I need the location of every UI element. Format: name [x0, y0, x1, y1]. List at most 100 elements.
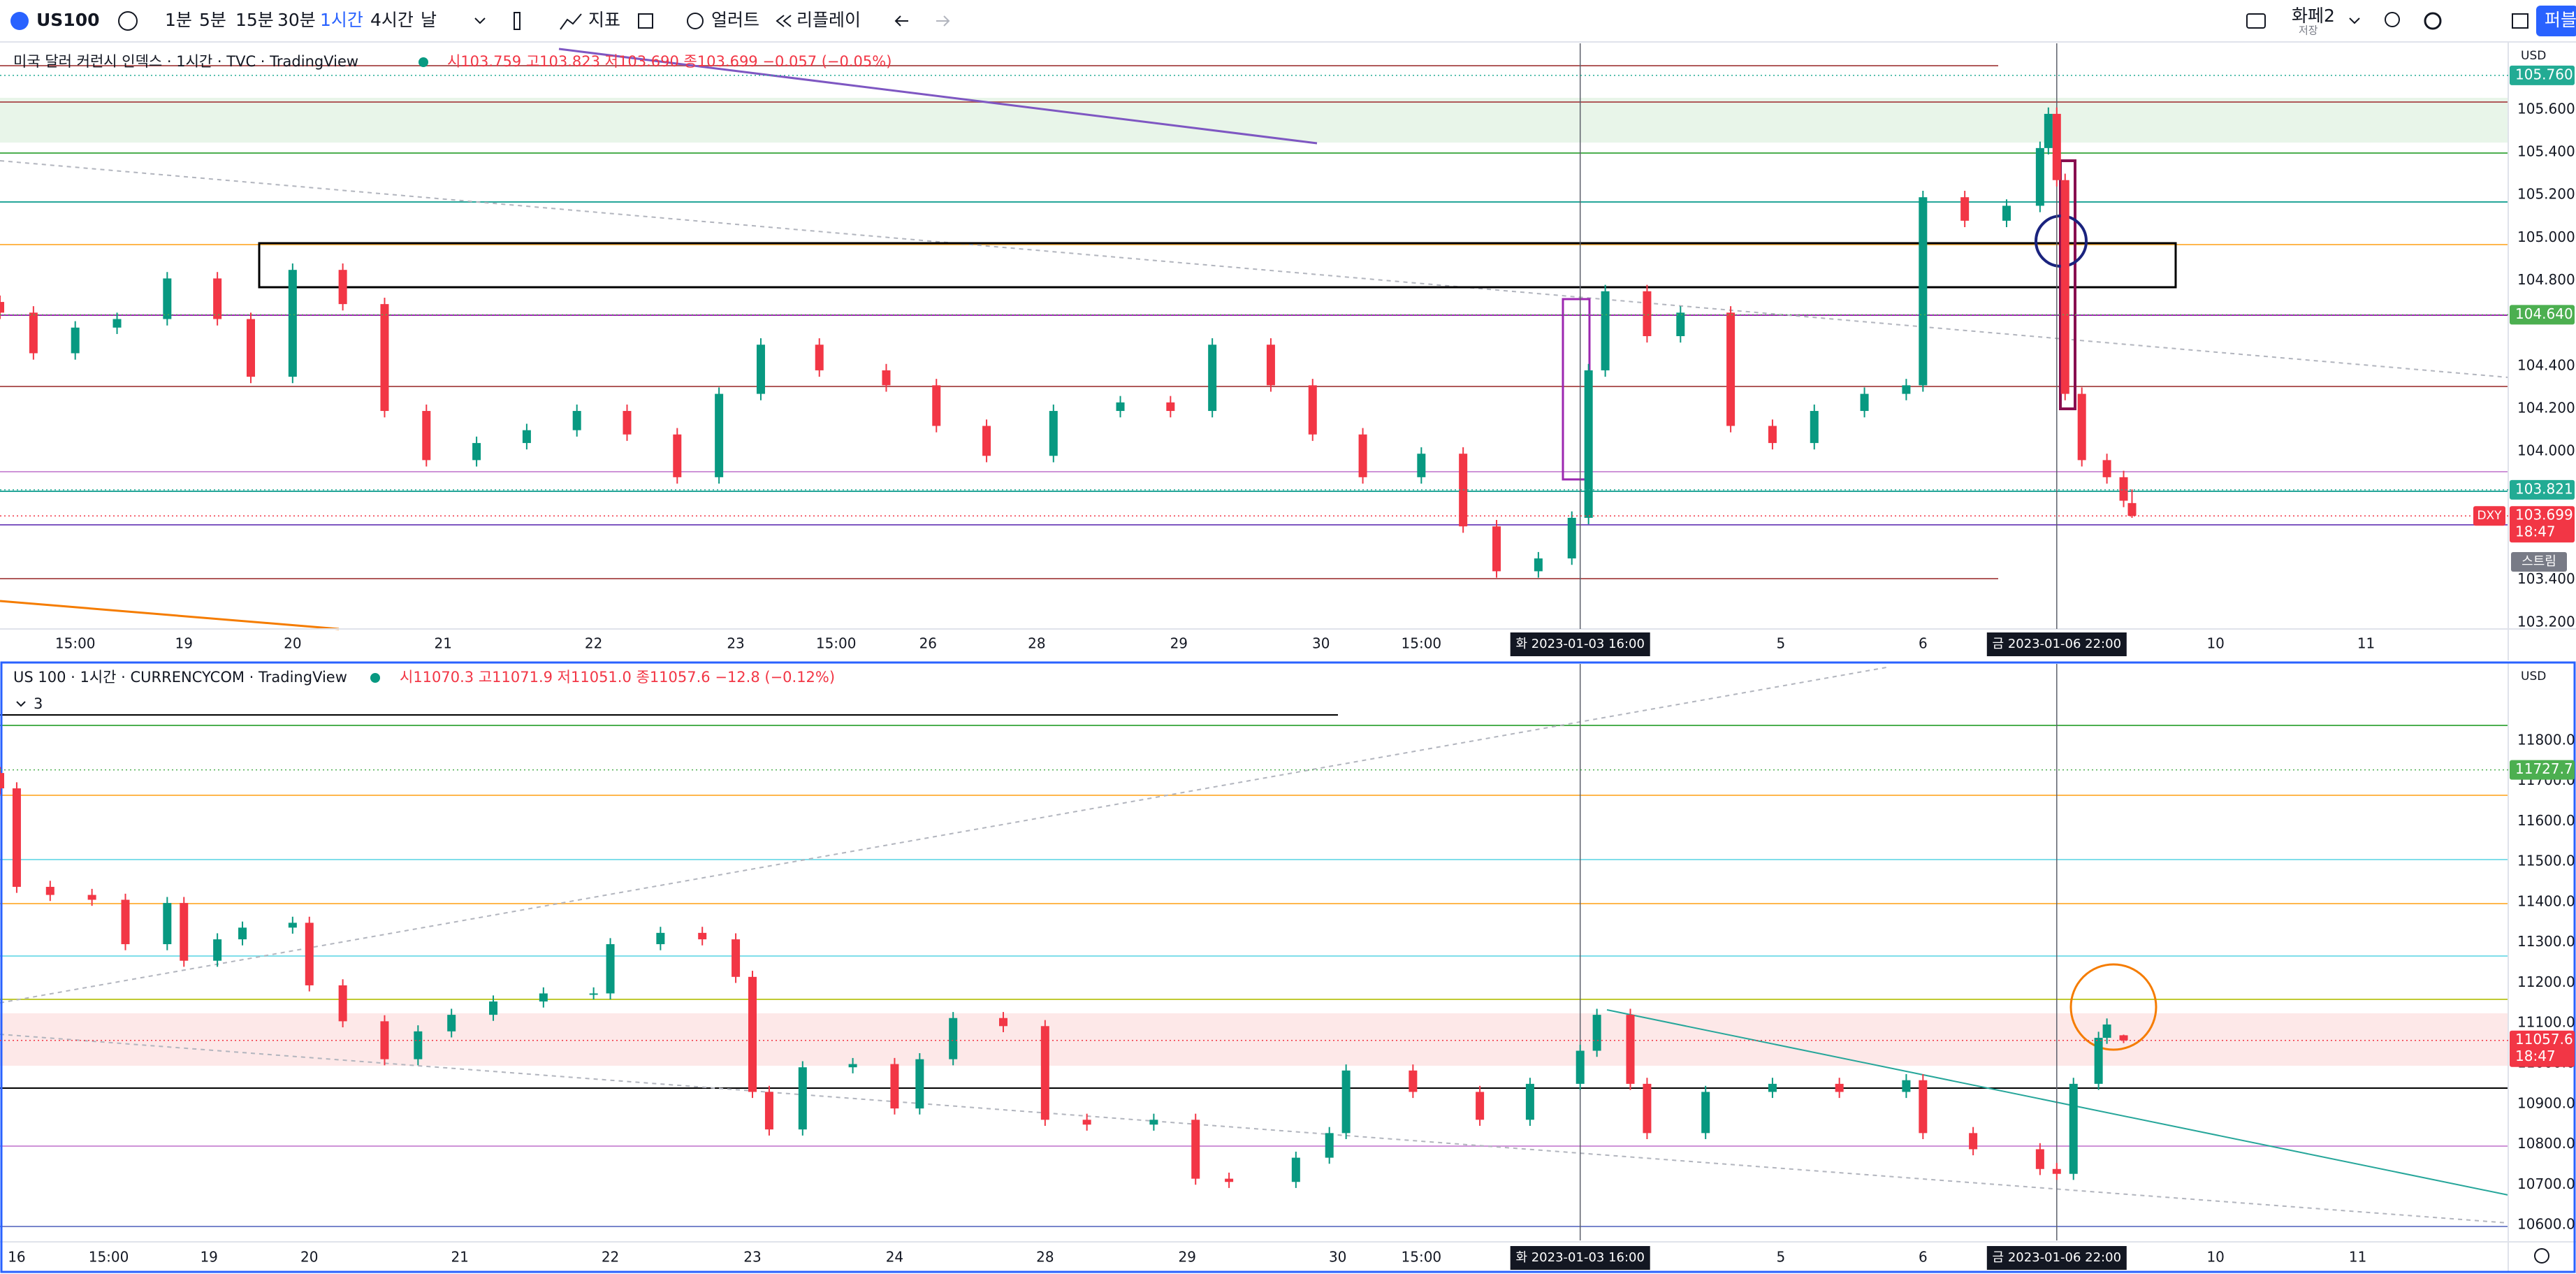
- ohlc-legend: 시11070.3 고11071.9 저11051.0 종11057.6 −12.…: [400, 669, 835, 686]
- interval[interactable]: 30분: [277, 10, 316, 30]
- trend-line: [558, 48, 1318, 145]
- candle-body: [1835, 1083, 1844, 1092]
- price-badge-label: 11727.7: [2515, 760, 2573, 777]
- alert-icon[interactable]: [687, 13, 704, 29]
- candle-body: [764, 1092, 773, 1130]
- status-dot: [419, 57, 428, 67]
- symbol[interactable]: US100: [36, 10, 100, 30]
- candle-body: [305, 922, 314, 985]
- candle-body: [1960, 197, 1970, 221]
- candle-body: [539, 993, 548, 1002]
- candle-body: [2119, 477, 2128, 501]
- ohlc-legend: 시103.759 고103.823 저103.690 종103.699 −0.0…: [447, 53, 892, 70]
- redo[interactable]: [936, 15, 950, 27]
- interval-menu[interactable]: [474, 17, 486, 24]
- axis-settings[interactable]: [2534, 1248, 2549, 1264]
- price-countdown: 18:47: [2515, 1048, 2556, 1064]
- search[interactable]: [2385, 12, 2400, 27]
- x-tick-label: 19: [175, 635, 193, 652]
- candle-body: [2094, 1038, 2103, 1084]
- x-tick-label: 20: [284, 635, 301, 652]
- x-tick-label: 28: [1028, 635, 1045, 652]
- replay-icon[interactable]: [776, 15, 792, 27]
- candle-body: [422, 411, 431, 461]
- candle-body: [623, 411, 632, 435]
- candle-body: [2077, 393, 2086, 461]
- symbol-tag-label: DXY: [2477, 509, 2502, 523]
- candle-body: [890, 1064, 899, 1109]
- candle-body: [489, 1001, 498, 1015]
- y-tick-label: 105.200: [2517, 186, 2575, 203]
- interval[interactable]: 1분: [165, 10, 192, 30]
- candle-body: [1308, 385, 1317, 435]
- candle-body: [522, 430, 531, 443]
- candle-body: [112, 319, 122, 328]
- interval[interactable]: 4시간: [370, 10, 414, 30]
- pane1-drawings: [0, 48, 2509, 630]
- candle-body: [606, 944, 615, 994]
- indicator-count[interactable]: 3: [34, 695, 43, 712]
- pane-title: 미국 달러 커런시 인덱스 · 1시간 · TVC · TradingView: [13, 53, 358, 70]
- candle-body: [1567, 517, 1576, 559]
- candle-body: [1409, 1070, 1418, 1092]
- crosshair-label: 금 2023-01-06 22:00: [1993, 637, 2121, 651]
- candle-body: [1208, 345, 1217, 412]
- y-tick-label: 10900.0: [2517, 1094, 2575, 1111]
- symbol-logo[interactable]: [10, 12, 29, 30]
- x-tick-label: 22: [585, 635, 602, 652]
- candle-body: [288, 270, 297, 377]
- templates[interactable]: [638, 13, 653, 29]
- x-tick-label: 5: [1777, 1249, 1786, 1266]
- interval[interactable]: 날: [421, 10, 437, 30]
- candles: [0, 107, 2137, 578]
- layout-icon[interactable]: [2246, 13, 2266, 29]
- y-tick-label: 11300.0: [2517, 933, 2575, 950]
- settings[interactable]: [2424, 12, 2442, 30]
- candle-body: [1768, 426, 1777, 443]
- x-tick-label: 29: [1170, 635, 1188, 652]
- candle-body: [1902, 1080, 1911, 1092]
- alerts[interactable]: 얼러트: [711, 10, 759, 30]
- candle-body: [1534, 558, 1543, 572]
- y-tick-label: 104.000: [2517, 442, 2575, 459]
- x-tick-label: 30: [1312, 635, 1330, 652]
- interval[interactable]: 5분: [199, 10, 226, 30]
- y-tick-label: 103.200: [2517, 613, 2575, 630]
- chart-type[interactable]: [514, 12, 521, 30]
- publish-button[interactable]: [2536, 6, 2576, 36]
- candle-body: [288, 922, 297, 928]
- candle-body: [0, 773, 4, 789]
- replay[interactable]: 리플레이: [796, 10, 861, 30]
- indicators-icon[interactable]: [560, 13, 582, 30]
- candle-body: [1592, 1015, 1601, 1051]
- candle-body: [2060, 180, 2069, 394]
- candle-body: [213, 278, 222, 319]
- indicator-toggle[interactable]: [16, 701, 26, 707]
- indicators[interactable]: 지표: [588, 10, 620, 30]
- candle-body: [2127, 502, 2137, 516]
- interval[interactable]: 15분: [235, 10, 274, 30]
- x-tick-label: 11: [2349, 1249, 2366, 1266]
- currency[interactable]: USD: [2521, 669, 2546, 683]
- add-symbol[interactable]: [118, 11, 138, 31]
- layout-name[interactable]: 화페2: [2292, 6, 2335, 26]
- y-tick-label: 11400.0: [2517, 892, 2575, 909]
- candle-body: [1576, 1050, 1585, 1084]
- undo[interactable]: [894, 15, 908, 27]
- candle-body: [1116, 402, 1125, 412]
- candle-body: [673, 434, 682, 477]
- candle-body: [589, 993, 598, 995]
- candle-body: [1626, 1015, 1635, 1084]
- status-dot: [370, 673, 380, 683]
- layout-menu[interactable]: [2349, 17, 2360, 24]
- candles: [0, 767, 2128, 1188]
- publish[interactable]: 퍼블: [2545, 10, 2576, 30]
- y-tick-label: 104.800: [2517, 271, 2575, 288]
- fullscreen[interactable]: [2512, 13, 2528, 29]
- interval-active[interactable]: 1시간: [320, 10, 363, 30]
- crosshair-label-bg: [1510, 1246, 1650, 1270]
- currency[interactable]: USD: [2521, 49, 2546, 63]
- candle-body: [1584, 370, 1593, 518]
